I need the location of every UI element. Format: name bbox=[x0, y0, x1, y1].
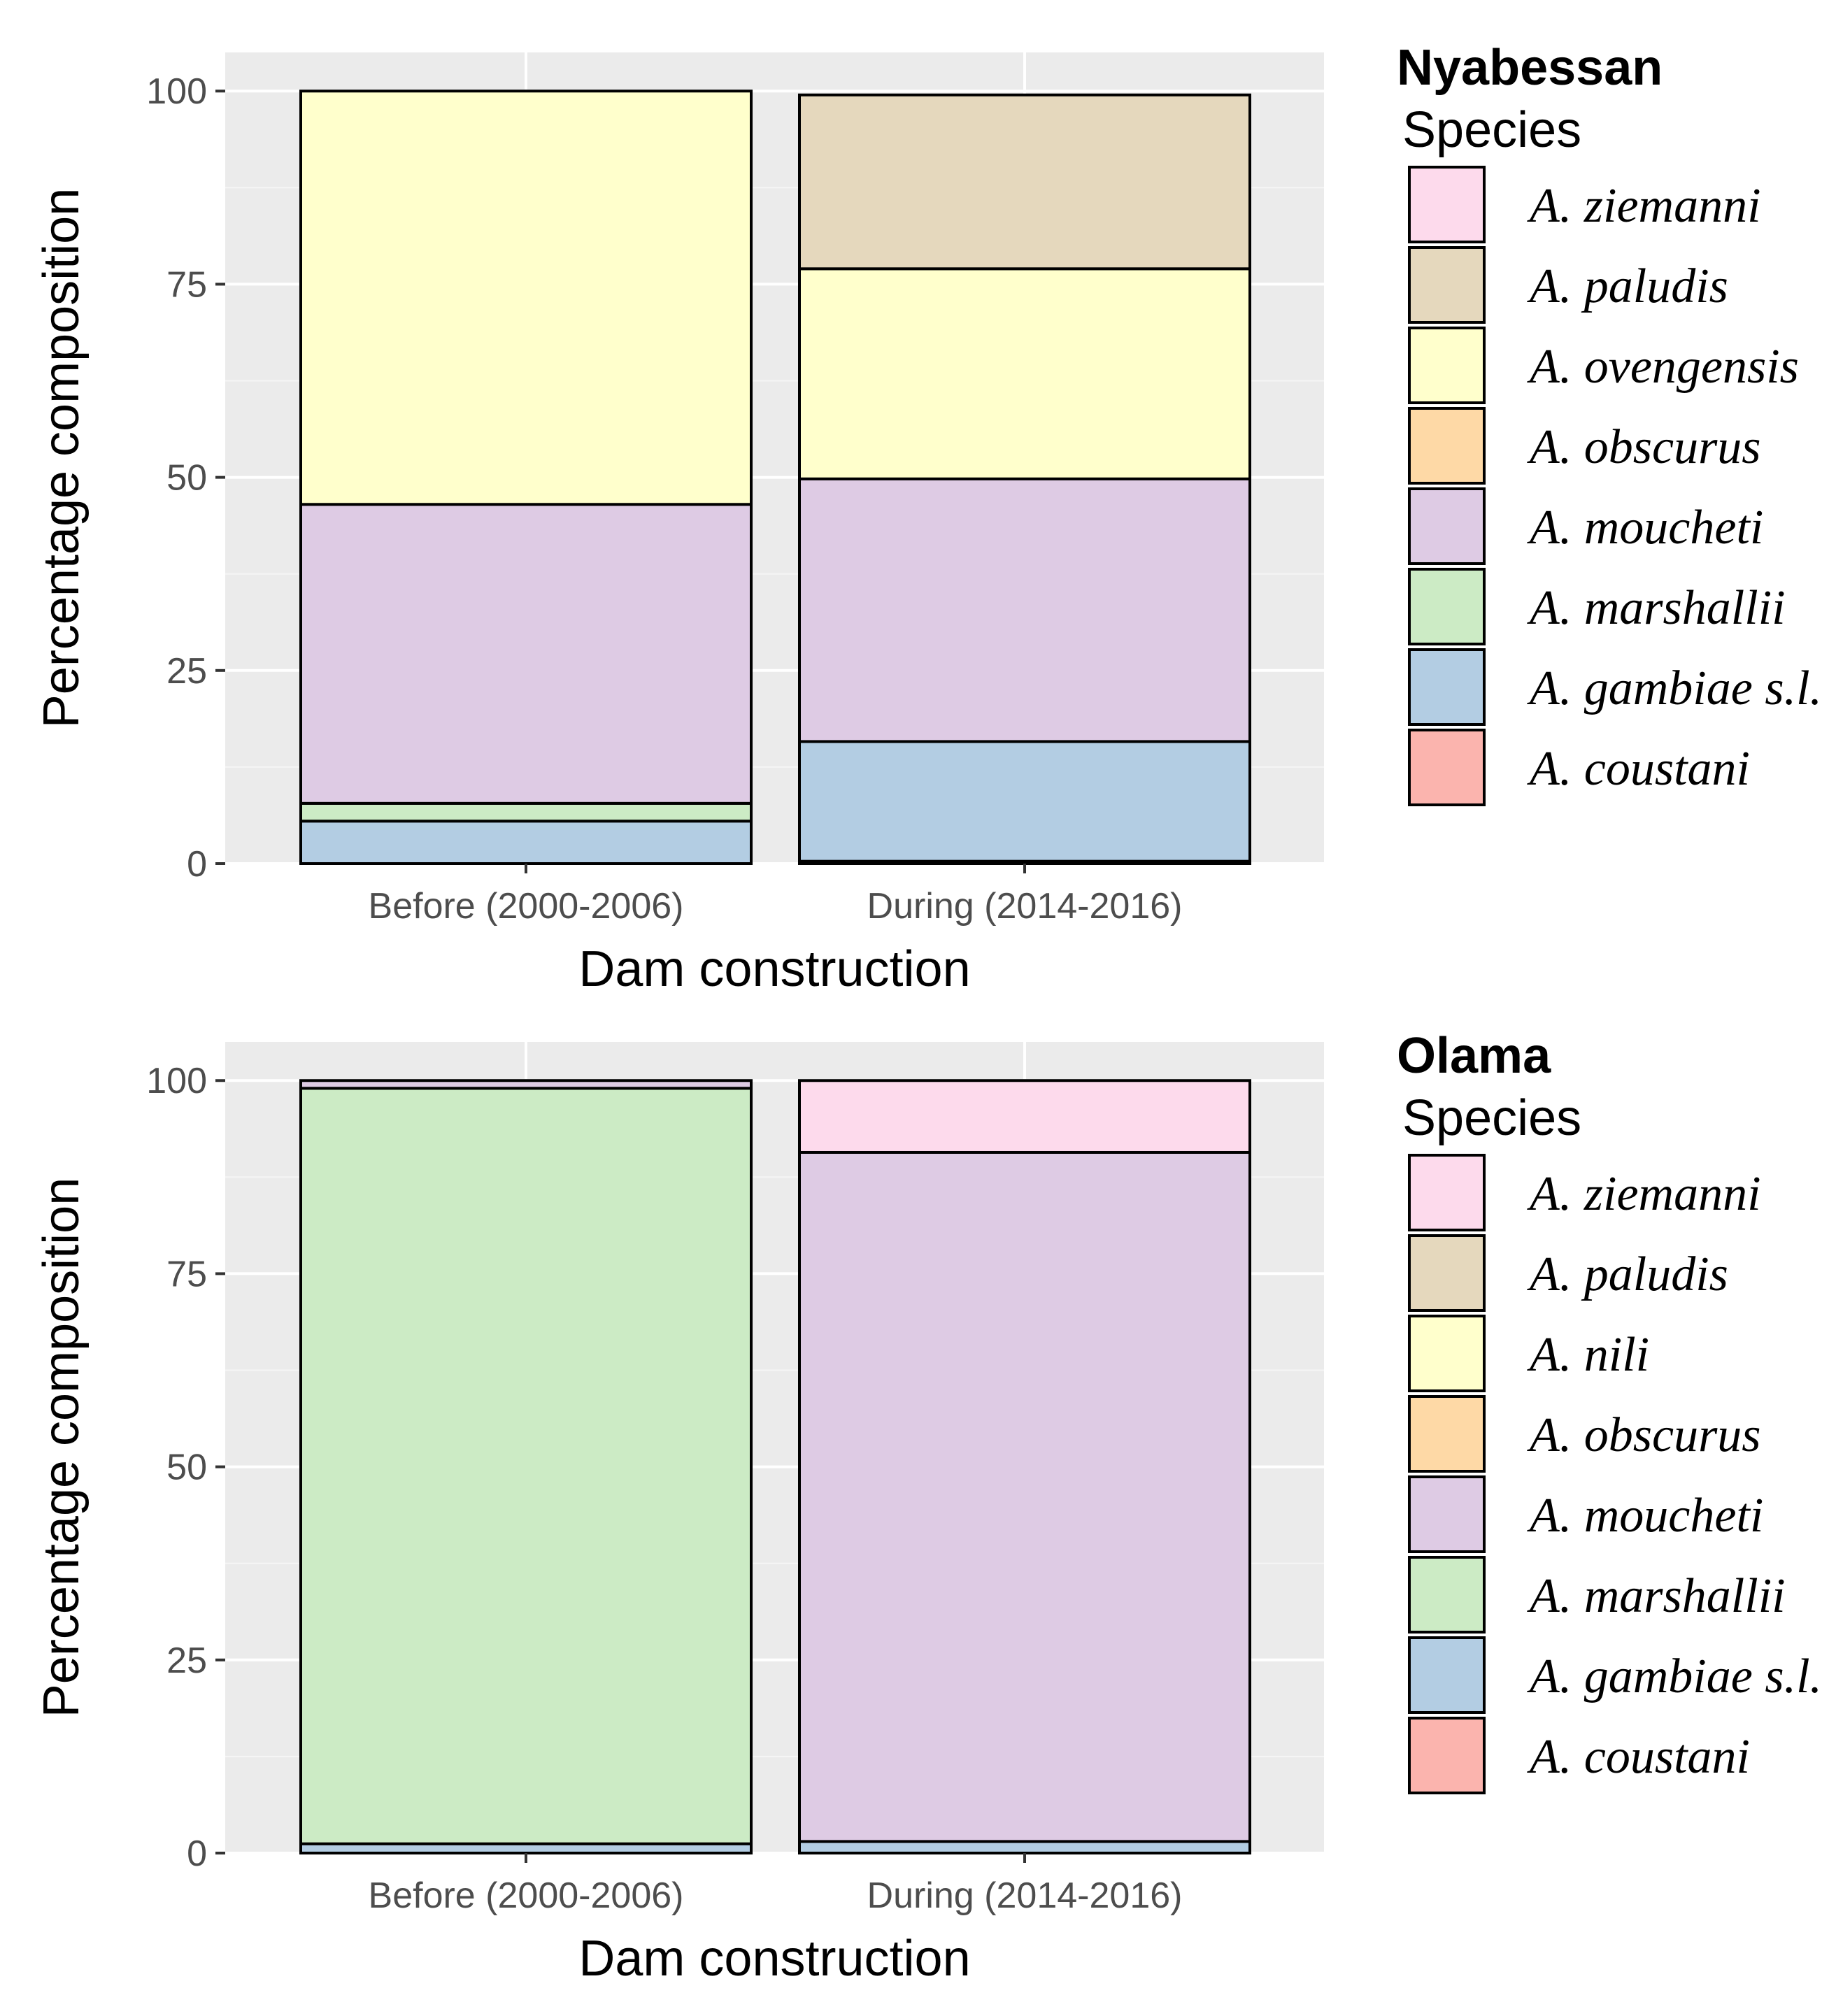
legend-label: A. obscurus bbox=[1527, 1408, 1761, 1462]
x-tick-label: During (2014-2016) bbox=[867, 1875, 1183, 1916]
legend-key bbox=[1408, 487, 1486, 565]
legend-label: A. gambiae s.l. bbox=[1527, 1650, 1822, 1703]
bar-segment bbox=[299, 801, 753, 823]
legend-key bbox=[1408, 1315, 1486, 1392]
legend-label: A. paludis bbox=[1527, 259, 1728, 313]
legend-label: A. coustani bbox=[1527, 1730, 1750, 1784]
legend-key bbox=[1408, 327, 1486, 404]
legend-label: A. paludis bbox=[1527, 1248, 1728, 1301]
legend-key bbox=[1408, 1717, 1486, 1794]
y-tick-label: 100 bbox=[146, 1061, 207, 1101]
x-axis-title: Dam construction bbox=[578, 941, 970, 997]
legend-key bbox=[1408, 729, 1486, 806]
bar-segment bbox=[798, 267, 1251, 480]
legend-key bbox=[1408, 1556, 1486, 1633]
x-tick-label: Before (2000-2006) bbox=[369, 1875, 684, 1916]
y-axis-title: Percentage composition bbox=[34, 1178, 90, 1717]
x-tick-label: Before (2000-2006) bbox=[369, 886, 684, 927]
chart-panel-1: 0 25 50 75 100 Before (2000-2006) During (2014… bbox=[34, 40, 1822, 997]
bar-segment bbox=[798, 93, 1251, 271]
legend-label: A. marshallii bbox=[1527, 581, 1786, 635]
bar-segment bbox=[299, 820, 753, 865]
y-axis-title: Percentage composition bbox=[34, 188, 90, 728]
bar-segment bbox=[299, 1087, 753, 1845]
y-tick-label: 75 bbox=[166, 1254, 207, 1294]
bar-segment bbox=[798, 1840, 1251, 1854]
legend-label: A. moucheti bbox=[1527, 1489, 1763, 1543]
legend-label: A. ziemanni bbox=[1527, 179, 1761, 233]
legend-panel-title: Nyabessan bbox=[1397, 40, 1663, 96]
y-tick-label: 0 bbox=[187, 1833, 207, 1874]
legend-key bbox=[1408, 1234, 1486, 1312]
legend-label: A. obscurus bbox=[1527, 420, 1761, 474]
legend-panel-title: Olama bbox=[1397, 1028, 1551, 1084]
legend-key bbox=[1408, 166, 1486, 243]
bar-segment bbox=[798, 1150, 1251, 1843]
legend-key bbox=[1408, 1395, 1486, 1473]
y-tick-label: 25 bbox=[166, 1640, 207, 1681]
legend-label: A. coustani bbox=[1527, 742, 1750, 796]
bar-segment bbox=[798, 477, 1251, 743]
legend-key bbox=[1408, 568, 1486, 645]
chart-panel-2: 0 25 50 75 100 Before (2000-2006) During (2014… bbox=[34, 1028, 1822, 1987]
legend-label: A. ovengensis bbox=[1527, 340, 1799, 394]
x-axis-title: Dam construction bbox=[578, 1931, 970, 1987]
legend-label: A. moucheti bbox=[1527, 501, 1763, 555]
legend-key bbox=[1408, 1154, 1486, 1231]
legend-title: Species bbox=[1402, 1090, 1581, 1146]
y-tick-label: 25 bbox=[166, 651, 207, 692]
legend-key bbox=[1408, 1475, 1486, 1553]
bar-segment bbox=[798, 1079, 1251, 1154]
bar-segment bbox=[299, 503, 753, 805]
legend-label: A. ziemanni bbox=[1527, 1167, 1761, 1221]
legend-label: A. gambiae s.l. bbox=[1527, 662, 1822, 715]
y-tick-label: 50 bbox=[166, 458, 207, 499]
legend-label: A. marshallii bbox=[1527, 1569, 1786, 1623]
bar-segment bbox=[798, 740, 1251, 863]
legend-key bbox=[1408, 246, 1486, 324]
y-tick-label: 50 bbox=[166, 1447, 207, 1488]
y-tick-label: 0 bbox=[187, 844, 207, 885]
legend-title: Species bbox=[1402, 102, 1581, 158]
bar-segment bbox=[299, 90, 753, 506]
legend-key bbox=[1408, 648, 1486, 726]
bar-segment bbox=[299, 1079, 753, 1090]
y-tick-label: 100 bbox=[146, 71, 207, 112]
legend-key bbox=[1408, 407, 1486, 485]
legend-label: A. nili bbox=[1527, 1328, 1649, 1382]
x-tick-label: During (2014-2016) bbox=[867, 886, 1183, 927]
y-tick-label: 75 bbox=[166, 264, 207, 305]
legend-key bbox=[1408, 1636, 1486, 1714]
